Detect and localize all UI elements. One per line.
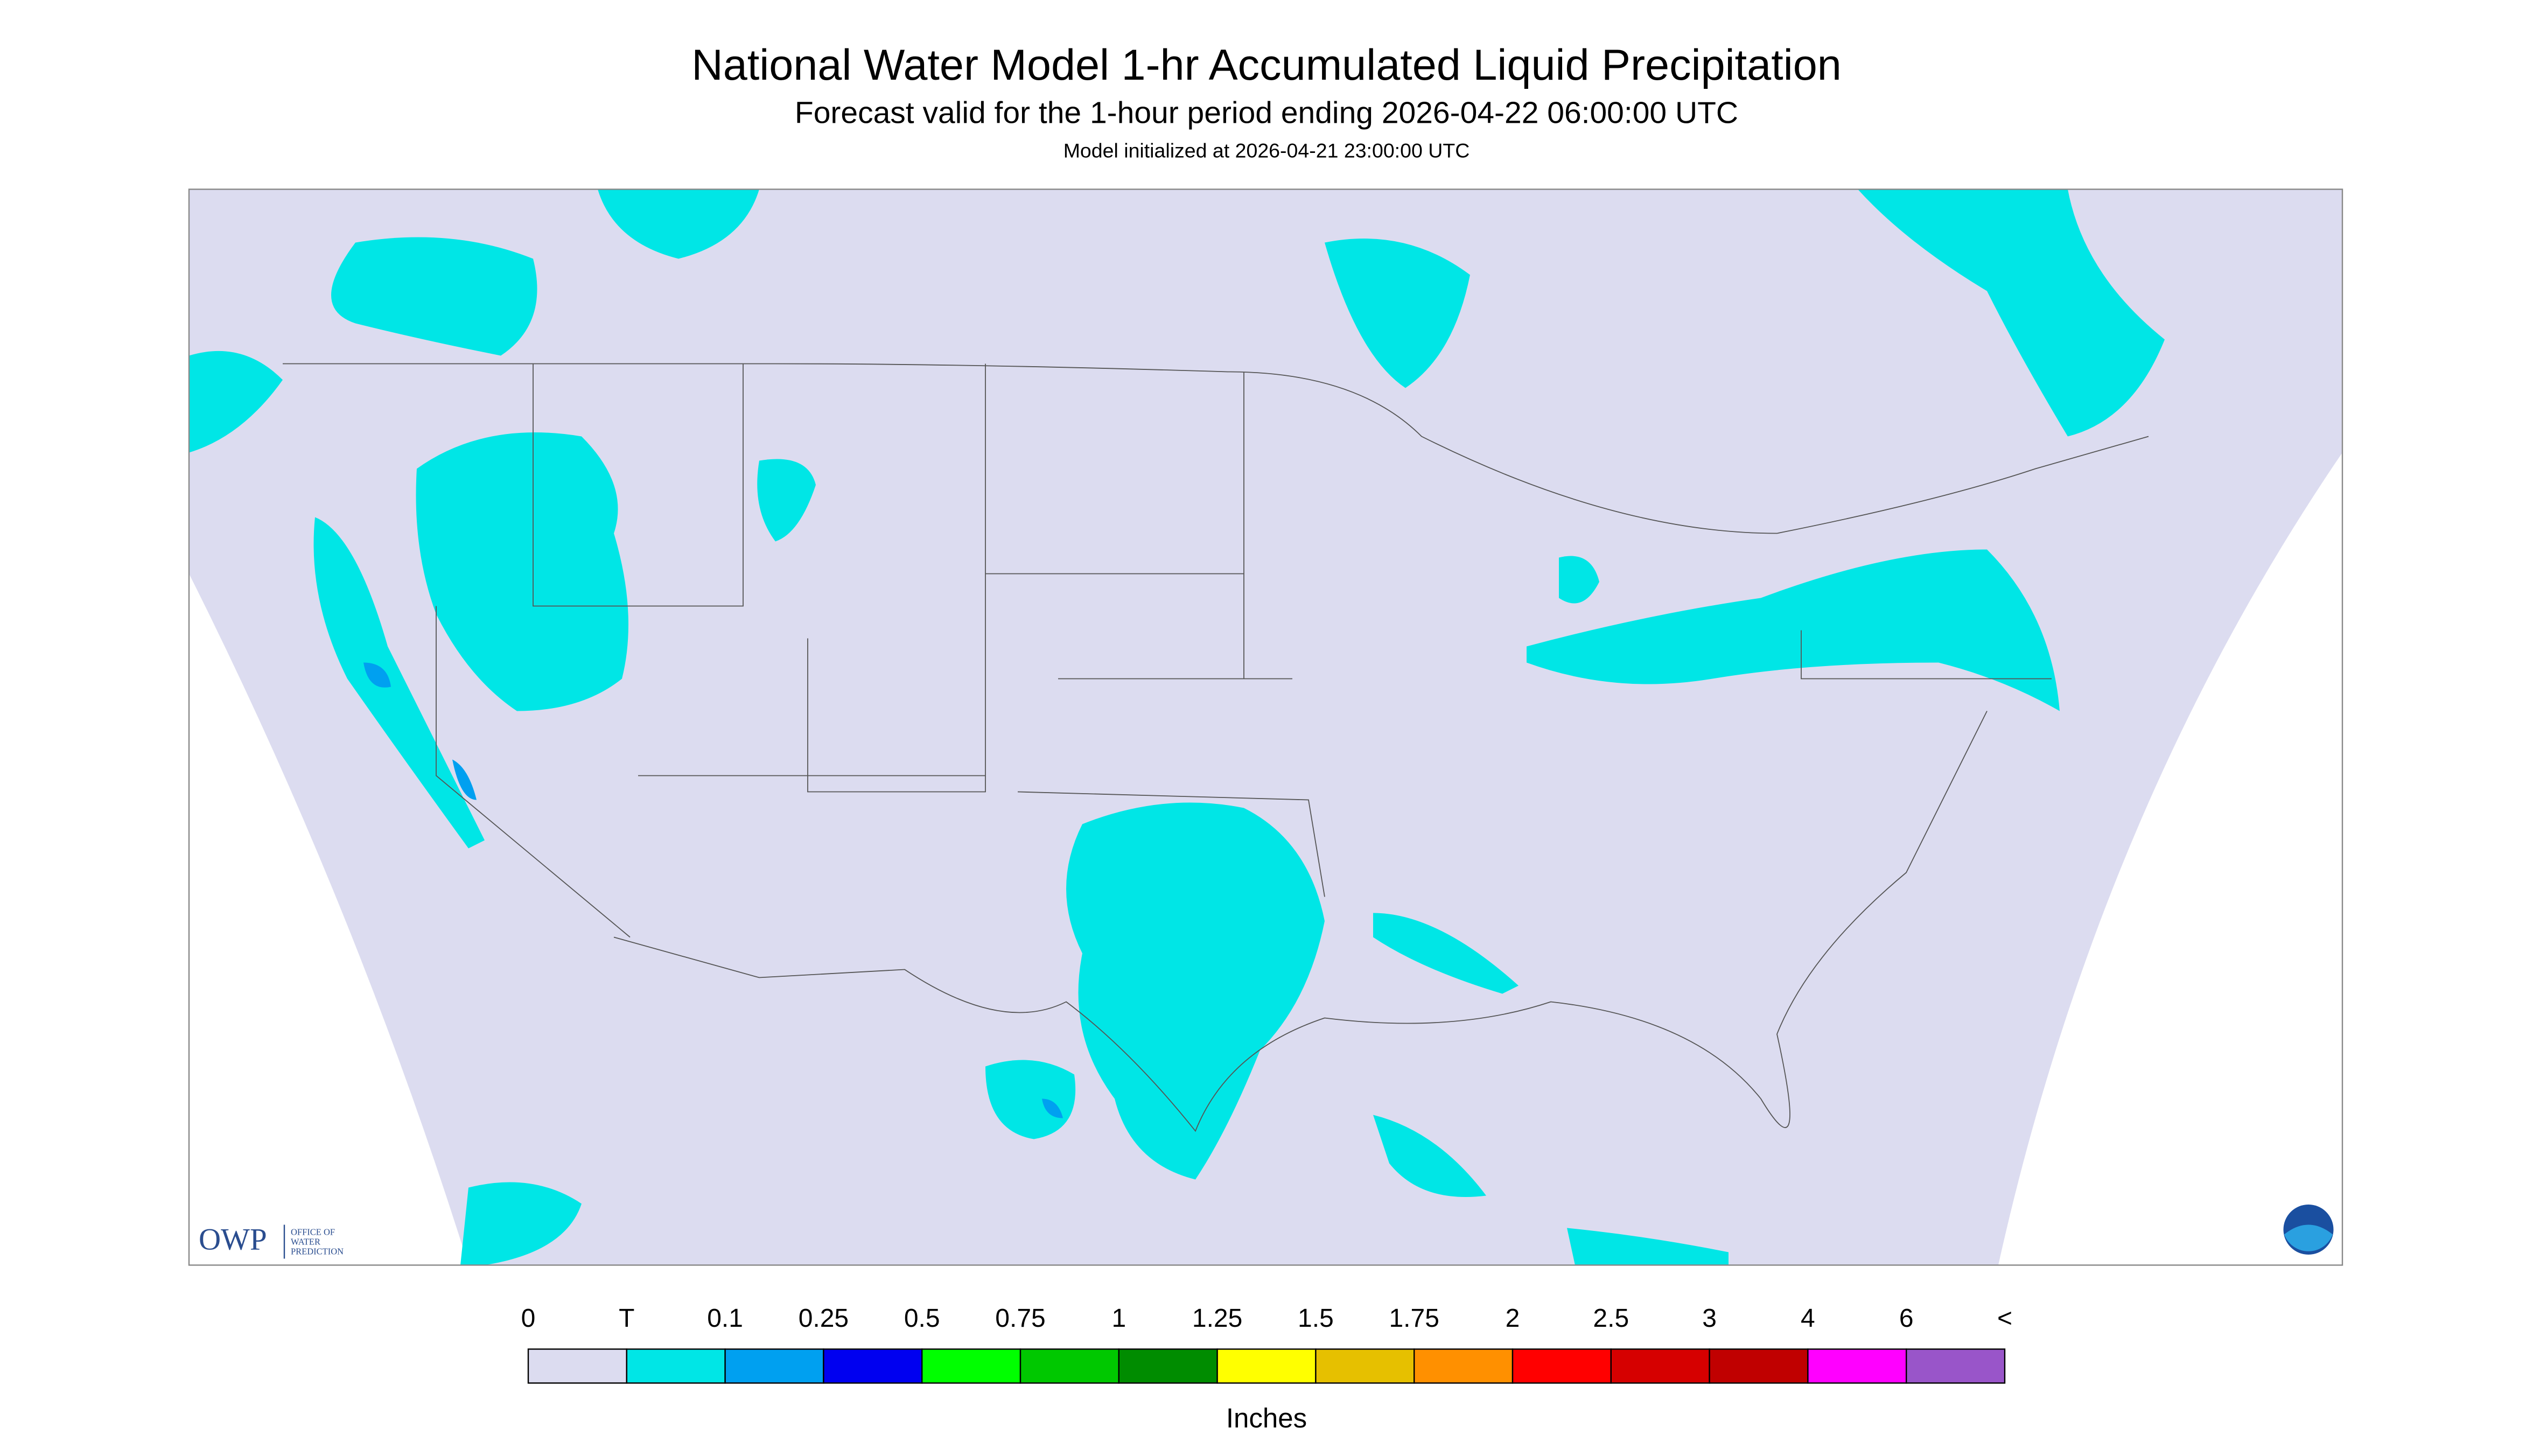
legend-label: 0.1 [707, 1304, 743, 1333]
precipitation [189, 189, 2165, 1265]
legend-label: 2.5 [1593, 1304, 1629, 1333]
legend-swatch [823, 1348, 923, 1384]
legend-label: T [619, 1304, 634, 1333]
logo-line: PREDICTION [291, 1246, 344, 1256]
legend: 0 T 0.1 0.25 0.5 0.75 1 1.25 1.5 1.75 2 2.5 3 4 6 < [521, 1304, 2012, 1384]
title: National Water Model 1-hr Accumulated Li… [691, 41, 1842, 89]
legend-label: < [1997, 1304, 2012, 1333]
map-frame [188, 188, 2343, 1266]
legend-swatch [1709, 1348, 1809, 1384]
map-background [189, 189, 2342, 1265]
legend-swatch [1807, 1348, 1907, 1384]
legend-unit: Inches [1226, 1403, 1307, 1433]
borders [283, 363, 2149, 1132]
legend-label: 0.5 [904, 1304, 940, 1333]
legend-swatch [724, 1348, 824, 1384]
map: OWP OFFICE OF WATER PREDICTION [188, 188, 2343, 1266]
legend-label: 4 [1801, 1304, 1815, 1333]
outside-domain [1998, 452, 2342, 1265]
legend-swatch [921, 1348, 1021, 1384]
legend-label: 3 [1702, 1304, 1717, 1333]
legend-label: 2 [1506, 1304, 1520, 1333]
legend-swatch [527, 1348, 628, 1384]
legend-swatch [1414, 1348, 1514, 1384]
init-time: Model initialized at 2026-04-21 23:00:00… [1063, 139, 1470, 162]
noaa-logo [2282, 1203, 2335, 1256]
subtitle: Forecast valid for the 1-hour period end… [795, 96, 1738, 130]
legend-swatch [1512, 1348, 1612, 1384]
legend-swatch [626, 1348, 726, 1384]
legend-label: 1.25 [1192, 1304, 1242, 1333]
legend-label: 0.25 [799, 1304, 849, 1333]
logo-acronym: OWP [199, 1223, 267, 1257]
legend-label: 1.5 [1298, 1304, 1334, 1333]
legend-swatch [1610, 1348, 1710, 1384]
legend-swatch [1216, 1348, 1317, 1384]
logo-line: WATER [291, 1236, 320, 1247]
legend-swatch [1905, 1348, 2006, 1384]
legend-label: 1.75 [1389, 1304, 1439, 1333]
legend-label: 6 [1899, 1304, 1914, 1333]
legend-label: 0 [521, 1304, 536, 1333]
logo-line: OFFICE OF [291, 1227, 335, 1237]
legend-label: 0.75 [995, 1304, 1045, 1333]
legend-swatch [1019, 1348, 1120, 1384]
legend-label: 1 [1111, 1304, 1126, 1333]
outside-domain [189, 573, 468, 1265]
legend-swatch [1315, 1348, 1415, 1384]
legend-swatch [1118, 1348, 1218, 1384]
